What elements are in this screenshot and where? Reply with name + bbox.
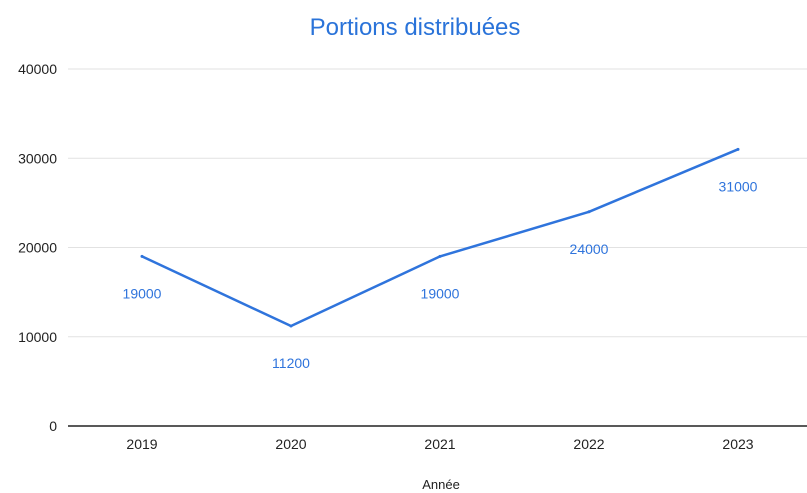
data-label-2021: 19000: [421, 285, 460, 301]
x-tick-label-2019: 2019: [126, 436, 157, 452]
x-tick-label-2023: 2023: [722, 436, 753, 452]
y-tick-label-30000: 30000: [18, 150, 57, 166]
x-tick-label-2022: 2022: [573, 436, 604, 452]
x-axis-title: Année: [422, 477, 460, 492]
data-point-2019: [140, 254, 144, 258]
x-tick-label-2020: 2020: [275, 436, 306, 452]
y-tick-label-10000: 10000: [18, 329, 57, 345]
x-tick-label-2021: 2021: [424, 436, 455, 452]
data-point-2022: [587, 210, 591, 214]
data-point-2023: [736, 147, 740, 151]
y-tick-label-20000: 20000: [18, 240, 57, 256]
data-point-2020: [289, 324, 293, 328]
data-label-2019: 19000: [123, 285, 162, 301]
data-label-2023: 31000: [719, 178, 758, 194]
data-label-2022: 24000: [570, 241, 609, 257]
data-point-2021: [438, 254, 442, 258]
y-tick-label-0: 0: [49, 418, 57, 434]
y-tick-label-40000: 40000: [18, 61, 57, 77]
chart-title: Portions distribuées: [309, 14, 521, 41]
data-label-2020: 11200: [272, 355, 310, 371]
